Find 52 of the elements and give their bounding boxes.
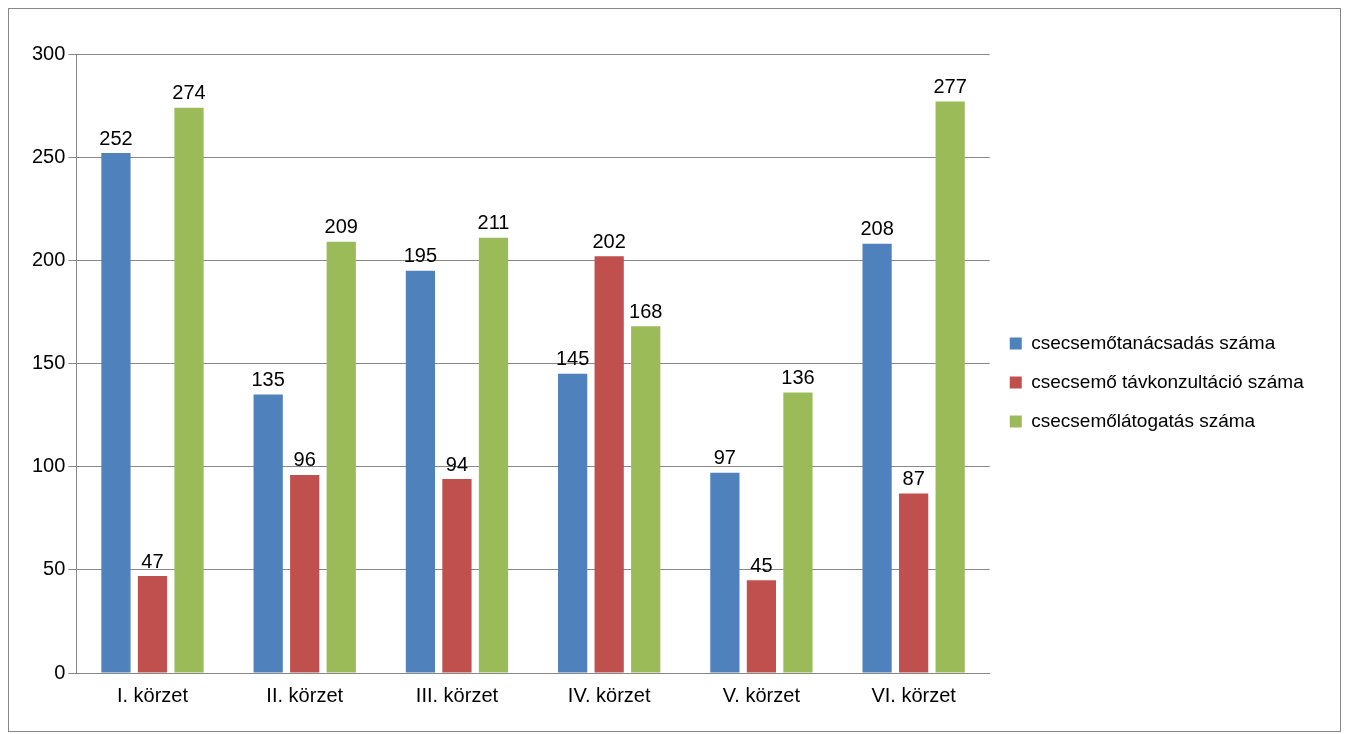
data-label: 168 — [629, 299, 663, 322]
x-tick-label: III. körzet — [415, 683, 499, 706]
y-tick-label: 100 — [31, 454, 66, 477]
bar — [174, 107, 204, 673]
data-label: 135 — [251, 367, 285, 390]
data-label: 274 — [172, 81, 206, 104]
bar — [710, 472, 740, 673]
data-label: 195 — [403, 244, 438, 267]
data-label: 252 — [99, 126, 133, 149]
bar — [137, 576, 168, 673]
legend-label: csecsemőlátogatás száma — [1031, 409, 1256, 431]
bar — [594, 256, 624, 673]
data-label: 136 — [781, 365, 815, 388]
bar — [783, 392, 813, 673]
y-tick-label: 150 — [31, 351, 66, 374]
data-label: 209 — [324, 215, 358, 238]
bar — [746, 580, 777, 673]
bar — [101, 153, 131, 673]
x-tick-label: V. körzet — [722, 683, 801, 706]
bar — [862, 243, 892, 673]
y-tick-label: 0 — [54, 660, 66, 683]
bar — [899, 493, 929, 673]
legend-label: csecsemőtanácsadás száma — [1031, 331, 1276, 353]
data-label: 211 — [477, 211, 510, 234]
data-label: 145 — [555, 347, 590, 370]
x-tick-label: I. körzet — [116, 683, 189, 706]
bar — [442, 479, 472, 673]
x-tick-label: VI. körzet — [871, 683, 957, 706]
y-tick-label: 250 — [31, 144, 66, 167]
data-label: 96 — [293, 448, 316, 471]
bar — [558, 373, 588, 673]
data-label: 94 — [445, 452, 469, 475]
data-label: 277 — [933, 74, 967, 97]
legend-label: csecsemő távkonzultáció száma — [1031, 370, 1305, 392]
bar — [326, 241, 356, 673]
y-tick-label: 300 — [31, 41, 66, 64]
bar — [935, 101, 965, 673]
x-tick-label: IV. körzet — [567, 683, 651, 706]
x-tick-label: II. körzet — [266, 683, 344, 706]
data-label: 45 — [750, 553, 773, 576]
bar — [405, 270, 436, 673]
bar — [478, 237, 509, 673]
data-label: 47 — [141, 549, 164, 572]
bar — [631, 326, 661, 673]
bar — [253, 394, 283, 673]
y-tick-label: 200 — [31, 247, 66, 270]
bar — [290, 474, 320, 673]
y-tick-label: 50 — [43, 557, 66, 580]
data-label: 208 — [860, 217, 894, 240]
data-label: 202 — [592, 229, 626, 252]
data-label: 97 — [713, 446, 736, 469]
data-label: 87 — [902, 467, 925, 490]
